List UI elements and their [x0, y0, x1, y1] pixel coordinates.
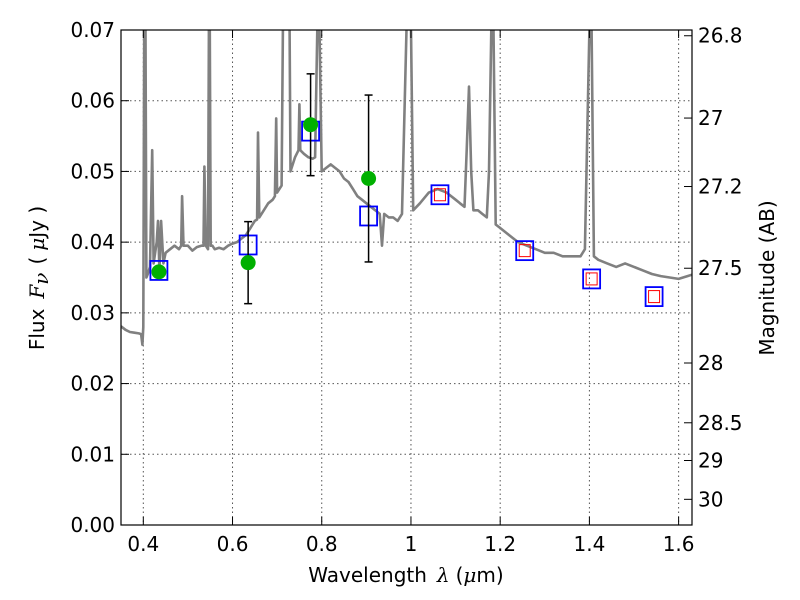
- mag-tick-label: 27.2: [698, 175, 743, 199]
- y-tick-label: 0.03: [70, 301, 115, 325]
- y-tick-label: 0.07: [70, 18, 115, 42]
- mag-tick-label: 30: [698, 487, 723, 511]
- y-tick-label: 0.01: [70, 442, 115, 466]
- mag-tick-label: 26.8: [698, 24, 743, 48]
- observed-point: [361, 171, 377, 186]
- observed-point: [240, 255, 256, 271]
- mag-tick-label: 27.5: [698, 256, 743, 280]
- photometry-points: [149, 73, 664, 307]
- y-axis-label: FluxFν(μJy ): [25, 206, 53, 350]
- y-tick-label: 0.00: [70, 513, 115, 537]
- mag-tick-label: 28.5: [698, 411, 743, 435]
- x-tick-label: 1.6: [663, 532, 695, 556]
- x-tick-label: 0.8: [306, 532, 338, 556]
- plot-frame: [120, 29, 693, 526]
- y-tick-label: 0.04: [70, 230, 115, 254]
- axis-ticks: 0.4 0.6 0.8 1 1.2 1.4 1.6 0.00 0.01 0.02 0.03 0.04 0…: [70, 18, 742, 556]
- observed-point: [151, 264, 167, 280]
- x-tick-label: 1.2: [484, 532, 516, 556]
- mag-tick-label: 28: [698, 351, 723, 375]
- x-tick-label: 0.6: [217, 532, 249, 556]
- model-box: [149, 260, 169, 281]
- observed-point: [303, 117, 319, 133]
- model-box: [644, 286, 664, 307]
- y2-axis-label: Magnitude (AB): [755, 200, 779, 355]
- model-inner-box: [585, 272, 598, 286]
- x-axis-label: Wavelength λ (μm): [308, 563, 503, 587]
- mag-tick-label: 27: [698, 106, 723, 130]
- x-tick-label: 1.4: [573, 532, 605, 556]
- y-tick-label: 0.05: [70, 159, 115, 183]
- model-inner-box: [433, 188, 446, 202]
- y-tick-label: 0.02: [70, 372, 115, 396]
- x-tick-label: 1: [405, 532, 418, 556]
- x-tick-label: 0.4: [127, 532, 159, 556]
- model-box: [430, 184, 450, 206]
- model-inner-box: [648, 290, 661, 304]
- y-tick-label: 0.06: [70, 89, 115, 113]
- model-inner-box: [518, 244, 531, 258]
- model-box: [515, 240, 535, 262]
- model-box: [582, 268, 602, 290]
- mag-tick-label: 29: [698, 449, 723, 473]
